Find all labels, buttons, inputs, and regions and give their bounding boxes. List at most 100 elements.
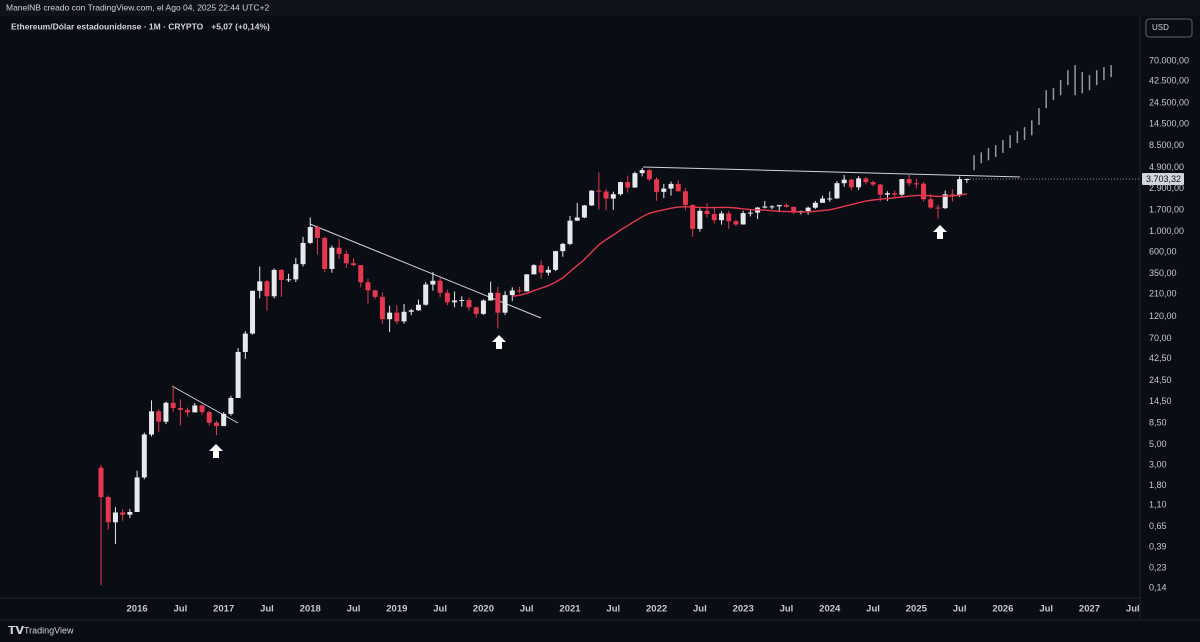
y-tick-label: 1,10	[1149, 500, 1167, 510]
candle-body	[141, 434, 147, 478]
candle-body	[401, 311, 407, 322]
candle-body	[899, 179, 905, 195]
candle-body	[257, 281, 263, 291]
y-tick-label: 1,80	[1149, 480, 1167, 490]
arrow	[933, 225, 947, 239]
candle-body	[387, 312, 393, 320]
last-price-label: 3.703,32	[1146, 174, 1181, 184]
candle-body	[430, 280, 436, 285]
candle-body	[149, 411, 155, 435]
arrows	[209, 225, 947, 458]
change-label: +5,07 (+0,14%)	[211, 21, 270, 31]
x-tick-label: Jul	[347, 604, 361, 615]
candle-body	[170, 402, 176, 408]
candle-body	[509, 290, 515, 296]
candle-body	[733, 221, 739, 225]
candle-body	[538, 265, 544, 273]
candle-body	[466, 300, 472, 308]
candle-body	[314, 227, 320, 238]
candle-body	[213, 422, 219, 427]
candle-body	[690, 205, 696, 229]
x-tick-label: Jul	[693, 604, 707, 615]
x-tick-label: 2016	[127, 604, 148, 615]
header-bar	[0, 0, 1200, 16]
header-text: ManelNB creado con TradingView.com, el A…	[6, 2, 270, 12]
candle-body	[841, 179, 847, 184]
candle-body	[329, 247, 335, 269]
y-tick-label: 5,00	[1149, 439, 1167, 449]
candle-body	[921, 183, 927, 200]
chart-title: Ethereum/Dólar estadounidense · 1M · CRY…	[11, 21, 204, 31]
candle-body	[928, 199, 934, 208]
arrow	[209, 444, 223, 458]
y-tick-label: 120,00	[1149, 311, 1177, 321]
arrow	[492, 335, 506, 349]
candle-body	[336, 247, 342, 254]
trend-line	[171, 385, 239, 424]
candle-body	[589, 190, 595, 206]
y-tick-label: 600,00	[1149, 247, 1177, 257]
candle-body	[444, 292, 450, 303]
candle-body	[877, 184, 883, 195]
candle-body	[618, 182, 624, 195]
candle-body	[242, 333, 248, 352]
candle-body	[156, 411, 162, 422]
candle-body	[567, 220, 573, 244]
candle-body	[697, 210, 703, 229]
candle-body	[827, 198, 833, 200]
candle-body	[892, 193, 898, 195]
trend-line	[642, 166, 1021, 178]
currency-label[interactable]: USD	[1152, 23, 1169, 32]
candle-body	[286, 279, 292, 281]
candle-body	[639, 170, 645, 174]
candle-body	[408, 310, 414, 312]
candle-body	[134, 477, 140, 513]
candle-body	[682, 191, 688, 206]
y-tick-label: 210,00	[1149, 289, 1177, 299]
x-tick-label: Jul	[174, 604, 188, 615]
candle-body	[524, 274, 530, 292]
y-tick-label: 14,50	[1149, 396, 1172, 406]
candle-body	[372, 290, 378, 297]
candle-body	[423, 284, 429, 305]
candle-body	[870, 182, 876, 185]
candle-body	[379, 296, 385, 320]
y-tick-label: 70,00	[1149, 333, 1172, 343]
candle-body	[98, 467, 104, 498]
trend-line	[309, 223, 542, 319]
candle-body	[459, 300, 465, 302]
candle-body	[596, 190, 602, 192]
candle-body	[762, 206, 768, 208]
candle-body	[942, 194, 948, 209]
y-tick-label: 42,50	[1149, 353, 1172, 363]
candle-body	[704, 210, 710, 215]
candle-body	[531, 265, 537, 275]
currency-button[interactable]	[1145, 18, 1193, 38]
candle-body	[250, 290, 256, 334]
y-tick-label: 0,65	[1149, 521, 1167, 531]
y-tick-label: 2.900,00	[1149, 183, 1184, 193]
candle-body	[668, 183, 674, 189]
candle-body	[228, 397, 234, 414]
candle-body	[574, 217, 580, 221]
candle-body	[856, 178, 862, 188]
x-tick-label: 2021	[559, 604, 581, 615]
candle-body	[625, 182, 631, 188]
y-tick-label: 0,14	[1149, 582, 1167, 592]
candle-body	[488, 292, 494, 301]
candle-body	[740, 213, 746, 225]
candle-body	[906, 179, 912, 184]
candle-body	[192, 405, 198, 413]
candle-body	[545, 269, 551, 273]
candle-body	[632, 173, 638, 188]
candle-body	[271, 269, 277, 297]
y-tick-label: 8,50	[1149, 418, 1167, 428]
candle-body	[452, 300, 458, 303]
y-tick-label: 350,00	[1149, 268, 1177, 278]
candle-body	[769, 206, 775, 208]
candle-body	[358, 265, 364, 283]
x-tick-label: 2025	[906, 604, 928, 615]
candle-body	[654, 179, 660, 192]
